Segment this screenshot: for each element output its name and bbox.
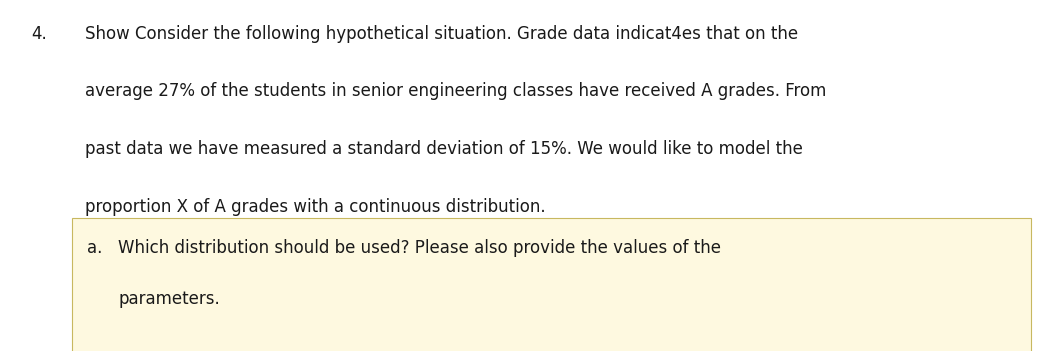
Text: parameters.: parameters. [118, 290, 220, 307]
Text: proportion X of A grades with a continuous distribution.: proportion X of A grades with a continuo… [85, 198, 545, 216]
Text: Which distribution should be used? Please also provide the values of the: Which distribution should be used? Pleas… [118, 239, 721, 257]
Text: past data we have measured a standard deviation of 15%. We would like to model t: past data we have measured a standard de… [85, 140, 802, 158]
Text: a.: a. [87, 239, 103, 257]
Text: 4.: 4. [32, 25, 48, 42]
Text: Show Consider the following hypothetical situation. Grade data indicat4es that o: Show Consider the following hypothetical… [85, 25, 798, 42]
FancyBboxPatch shape [72, 218, 1031, 351]
Text: average 27% of the students in senior engineering classes have received A grades: average 27% of the students in senior en… [85, 82, 826, 100]
